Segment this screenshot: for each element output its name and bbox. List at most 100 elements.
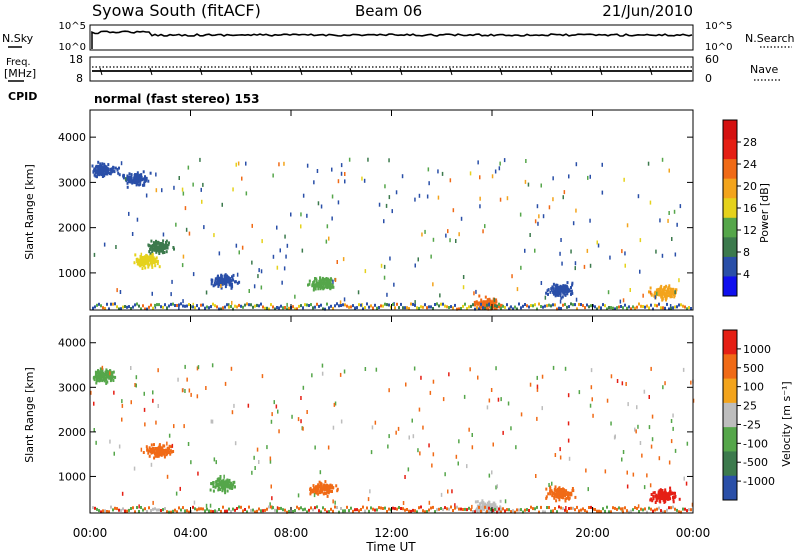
power-cell xyxy=(140,173,143,177)
power-cell xyxy=(526,304,528,308)
velocity-cell xyxy=(538,510,540,514)
power-cell xyxy=(648,290,650,294)
velocity-cell xyxy=(92,506,94,510)
power-cell xyxy=(649,290,652,295)
velocity-cell xyxy=(564,366,567,371)
velocity-colorbar-frame xyxy=(722,329,738,501)
power-cell xyxy=(143,255,146,259)
power-cell xyxy=(665,289,668,293)
velocity-cell xyxy=(216,478,219,482)
velocity-cell xyxy=(340,507,342,510)
velocity-cell xyxy=(234,441,237,446)
power-cell xyxy=(182,299,184,304)
power-cell xyxy=(151,243,154,247)
velocity-cell xyxy=(166,446,169,450)
velocity-cell xyxy=(452,509,454,512)
power-cell xyxy=(344,179,346,184)
power-cell xyxy=(142,170,145,174)
power-cell xyxy=(260,269,263,274)
power-cell xyxy=(325,277,328,280)
velocity-cell xyxy=(364,509,366,513)
freq-blip xyxy=(649,67,653,76)
velocity-ytick-label: 2000 xyxy=(58,426,86,439)
power-cell xyxy=(136,217,139,222)
velocity-cell xyxy=(332,425,335,430)
velocity-cell xyxy=(309,486,312,490)
power-cell xyxy=(414,300,416,305)
power-cell xyxy=(266,306,268,310)
velocity-cell xyxy=(157,368,159,373)
velocity-cell xyxy=(632,472,635,477)
velocity-cell xyxy=(104,509,106,513)
velocity-cell xyxy=(413,366,416,371)
velocity-cell xyxy=(269,456,272,461)
power-cell xyxy=(502,304,504,308)
power-cell xyxy=(144,266,147,270)
power-cell xyxy=(666,302,668,306)
velocity-cell xyxy=(674,448,677,453)
velocity-cell xyxy=(280,506,282,510)
power-cell xyxy=(628,305,630,309)
power-cell xyxy=(274,307,276,311)
velocity-cell xyxy=(661,496,664,500)
velocity-cell xyxy=(156,508,158,512)
power-cell xyxy=(234,304,236,308)
power-cell xyxy=(276,306,278,309)
power-cell xyxy=(331,167,333,172)
velocity-cell xyxy=(140,447,143,452)
velocity-cell xyxy=(664,510,666,514)
power-cell xyxy=(637,194,640,199)
velocity-cell xyxy=(316,505,318,509)
velocity-cell xyxy=(651,499,654,503)
velocity-cell xyxy=(559,447,561,452)
power-cell xyxy=(534,248,536,253)
velocity-cell xyxy=(666,493,669,497)
power-cell xyxy=(312,281,315,285)
velocity-cell xyxy=(666,495,669,499)
power-colorbar-swatch xyxy=(723,217,737,238)
velocity-cell xyxy=(477,375,479,380)
power-cell xyxy=(594,305,596,309)
power-cell xyxy=(383,264,386,269)
power-cell xyxy=(225,276,227,279)
power-cell xyxy=(148,257,151,261)
velocity-cell xyxy=(676,508,678,512)
power-cell xyxy=(492,305,494,309)
power-cell xyxy=(128,172,131,176)
power-cell xyxy=(102,171,105,175)
power-cell xyxy=(540,183,542,188)
velocity-cell xyxy=(532,507,534,511)
velocity-cell xyxy=(200,507,202,511)
velocity-cell xyxy=(650,444,653,449)
power-cell xyxy=(318,284,320,288)
power-cell xyxy=(686,307,688,311)
velocity-cell xyxy=(159,448,162,452)
velocity-cell xyxy=(660,509,662,513)
velocity-cell xyxy=(159,445,162,449)
power-cell xyxy=(142,256,145,260)
power-cell xyxy=(492,302,495,306)
velocity-cell xyxy=(310,506,312,510)
power-cell xyxy=(188,303,190,306)
velocity-cell xyxy=(570,491,573,495)
velocity-cell xyxy=(162,508,164,512)
power-cell xyxy=(673,293,675,296)
velocity-colorbar-swatch xyxy=(723,427,737,452)
power-cell xyxy=(665,284,668,288)
velocity-cell xyxy=(294,509,296,512)
velocity-cell xyxy=(302,426,304,431)
velocity-cell xyxy=(388,388,390,393)
velocity-cell xyxy=(426,510,428,514)
power-cell xyxy=(141,267,144,270)
power-cell xyxy=(181,263,184,268)
power-cell xyxy=(133,261,136,265)
power-cell xyxy=(544,304,546,308)
velocity-cell xyxy=(479,505,482,509)
velocity-cell xyxy=(404,508,406,512)
velocity-cell xyxy=(370,450,373,455)
power-cell xyxy=(529,233,531,237)
velocity-cell xyxy=(120,508,122,512)
power-cell xyxy=(428,181,430,186)
power-cell xyxy=(554,284,557,288)
velocity-cell xyxy=(666,497,669,501)
